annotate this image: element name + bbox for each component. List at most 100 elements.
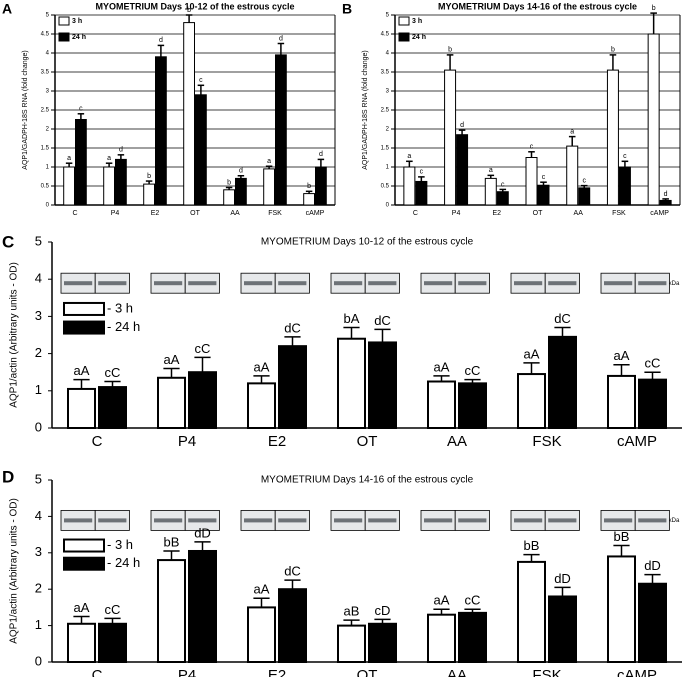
bar	[638, 378, 667, 430]
legend-label: 24 h	[72, 34, 86, 41]
significance-letter: c	[420, 169, 424, 176]
y-tick-label: 4	[35, 271, 42, 286]
bar	[517, 373, 546, 429]
significance-letter: d	[319, 151, 323, 158]
bar	[607, 374, 636, 430]
significance-letter: cC	[195, 341, 211, 356]
bar	[98, 622, 127, 664]
bar	[525, 157, 538, 206]
significance-letter: dD	[554, 571, 571, 586]
x-tick-label: FSK	[268, 210, 282, 217]
y-tick-label: 4.5	[41, 32, 50, 38]
significance-letter: b	[611, 47, 615, 54]
y-tick-label: 4	[386, 51, 390, 57]
bar	[427, 613, 456, 663]
y-tick-label: 1	[386, 165, 390, 171]
y-tick-label: 3	[35, 544, 42, 559]
y-tick-label: 0.5	[381, 184, 390, 190]
bar	[303, 193, 316, 206]
significance-letter: b	[307, 183, 311, 190]
x-tick-label: FSK	[532, 433, 561, 450]
y-tick-label: 4.5	[381, 32, 390, 38]
y-tick-label: 2	[35, 345, 42, 360]
x-tick-label: OT	[533, 210, 543, 217]
y-tick-label: 1	[35, 617, 42, 632]
y-tick-label: 0	[386, 203, 390, 209]
significance-letter: aA	[254, 582, 270, 597]
significance-letter: aA	[74, 600, 90, 615]
bar	[456, 134, 469, 206]
y-tick-label: 3	[386, 89, 390, 95]
significance-letter: aA	[164, 352, 180, 367]
legend-swatch	[63, 320, 105, 335]
chart-title: MYOMETRIUM Days 14-16 of the estrous cyc…	[261, 475, 474, 486]
bar	[458, 611, 487, 663]
significance-letter: cD	[375, 603, 391, 618]
y-tick-label: 5	[386, 13, 390, 19]
x-tick-label: OT	[357, 667, 378, 677]
bar	[67, 622, 96, 664]
blot-band	[638, 518, 667, 523]
x-tick-label: OT	[190, 210, 200, 217]
blot-band	[424, 518, 453, 523]
blot-band	[458, 281, 487, 286]
significance-letter: d	[239, 168, 243, 175]
significance-letter: bB	[524, 538, 540, 553]
bar	[67, 387, 96, 430]
blot-band	[154, 518, 183, 523]
x-tick-label: AA	[574, 210, 584, 217]
significance-letter: b	[448, 47, 452, 54]
significance-letter: cC	[105, 365, 121, 380]
x-tick-label: cAMP	[617, 433, 657, 450]
y-tick-label: 3	[46, 89, 50, 95]
legend-swatch	[398, 32, 410, 42]
blot-label: 28kDa	[662, 518, 680, 524]
legend-label: - 3 h	[107, 537, 133, 552]
significance-letter: a	[489, 167, 493, 174]
significance-letter: d	[460, 122, 464, 129]
legend-swatch	[63, 301, 105, 316]
blot-band	[154, 281, 183, 286]
bar	[263, 168, 276, 206]
panel-letter: D	[2, 467, 14, 486]
y-tick-label: 2.5	[41, 108, 50, 114]
blot-band	[244, 518, 273, 523]
bar	[638, 582, 667, 663]
legend-label: - 24 h	[107, 319, 140, 334]
y-axis-label: AQP1/GADPH-18S RNA (fold change)	[362, 50, 369, 169]
blot-band	[278, 518, 307, 523]
y-tick-label: 4	[35, 508, 42, 523]
y-tick-label: 2.5	[381, 108, 390, 114]
bar	[235, 177, 247, 206]
significance-letter: b	[652, 5, 656, 12]
panel-letter: A	[2, 1, 12, 17]
x-tick-label: cAMP	[306, 210, 325, 217]
bar	[368, 341, 397, 429]
significance-letter: b	[187, 7, 191, 14]
bar	[98, 386, 127, 429]
legend-label: - 24 h	[107, 555, 140, 570]
x-tick-label: P4	[452, 210, 461, 217]
x-tick-label: C	[92, 433, 103, 450]
bar	[548, 335, 577, 429]
y-tick-label: 3.5	[41, 70, 50, 76]
bar	[275, 54, 287, 206]
significance-letter: dC	[284, 564, 301, 579]
y-tick-label: 1	[46, 165, 50, 171]
x-tick-label: C	[413, 210, 418, 217]
y-tick-label: 3.5	[381, 70, 390, 76]
significance-letter: b	[147, 173, 151, 180]
x-tick-label: FSK	[532, 667, 561, 677]
legend-label: 3 h	[412, 18, 422, 25]
blot-label: 28kDa	[662, 281, 680, 287]
x-tick-label: AA	[230, 210, 240, 217]
x-tick-label: cAMP	[650, 210, 669, 217]
x-tick-label: FSK	[612, 210, 626, 217]
bar	[337, 624, 366, 663]
bar	[415, 180, 428, 206]
blot-band	[244, 281, 273, 286]
bar	[103, 166, 115, 206]
x-tick-label: P4	[178, 667, 196, 677]
significance-letter: dC	[284, 320, 301, 335]
significance-letter: a	[407, 153, 411, 160]
